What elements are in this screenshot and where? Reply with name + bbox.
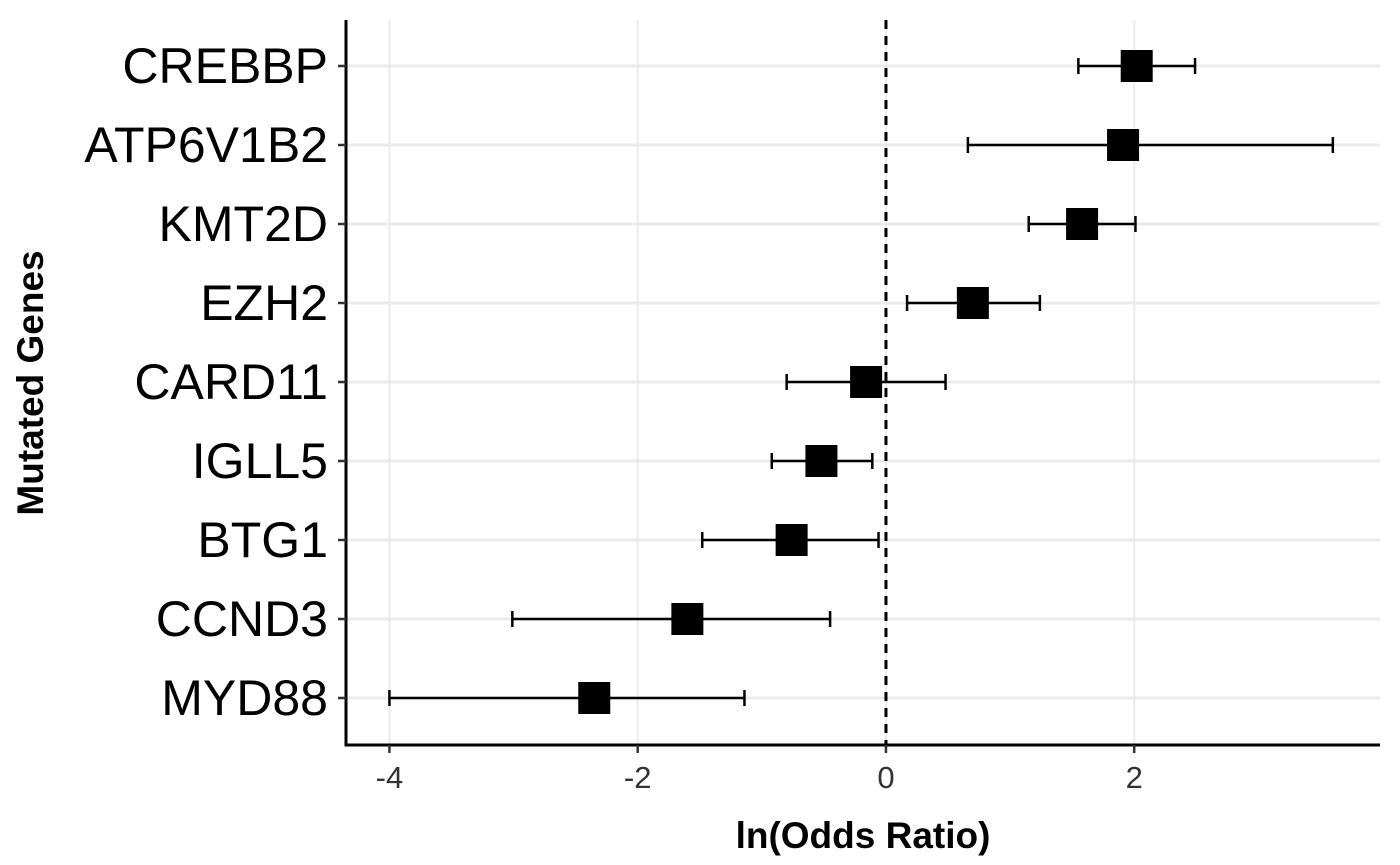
x-axis-ticks (388, 745, 1136, 753)
x-tick-label: 0 (877, 760, 894, 795)
estimate-point-ccnd3 (671, 603, 704, 635)
point-estimates (578, 50, 1153, 714)
estimate-point-card11 (850, 366, 883, 398)
gene-label-igll5: IGLL5 (192, 433, 328, 489)
x-tick-label: -2 (624, 760, 652, 795)
estimate-point-btg1 (775, 524, 808, 556)
x-axis-title: ln(Odds Ratio) (736, 815, 991, 856)
gene-label-kmt2d: KMT2D (159, 196, 328, 252)
gene-label-card11: CARD11 (134, 354, 328, 410)
y-axis-tick-labels: CREBBP ATP6V1B2 KMT2D EZH2 CARD11 IGLL5 BTG1 CC… (84, 38, 328, 726)
estimate-point-crebbp (1120, 50, 1153, 82)
estimate-point-myd88 (578, 682, 611, 714)
gene-label-atp6v1b2: ATP6V1B2 (84, 117, 328, 173)
gene-label-ezh2: EZH2 (200, 275, 328, 331)
y-axis-ticks (338, 64, 346, 700)
gene-label-myd88: MYD88 (161, 670, 328, 726)
x-tick-label: 2 (1126, 760, 1143, 795)
x-tick-label: -4 (376, 760, 404, 795)
x-axis-tick-labels: -4 -2 0 2 (376, 760, 1143, 795)
estimate-point-igll5 (805, 445, 838, 477)
y-axis-title: Mutated Genes (10, 250, 51, 515)
estimate-point-atp6v1b2 (1107, 129, 1140, 161)
gene-label-ccnd3: CCND3 (156, 591, 328, 647)
gene-label-crebbp: CREBBP (122, 38, 328, 94)
gene-label-btg1: BTG1 (197, 512, 328, 568)
estimate-point-ezh2 (956, 287, 989, 319)
estimate-point-kmt2d (1066, 208, 1099, 240)
